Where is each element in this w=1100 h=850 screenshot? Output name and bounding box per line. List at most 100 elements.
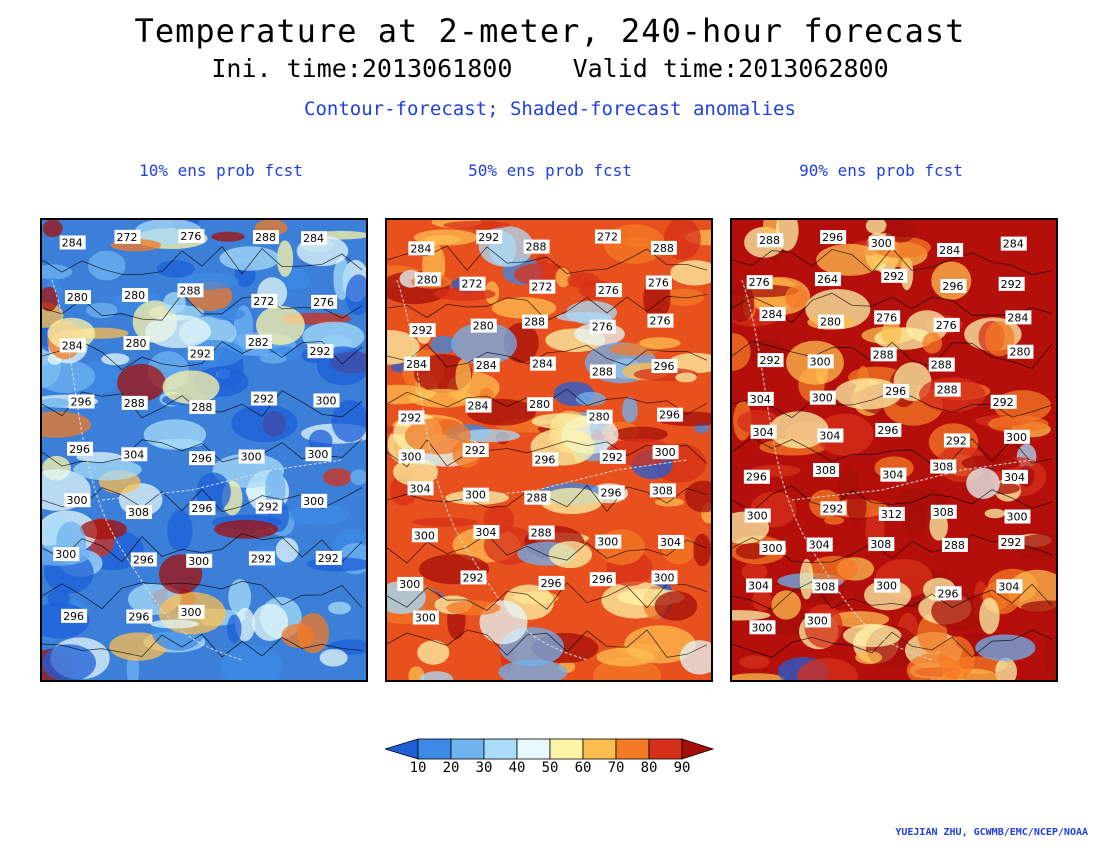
contour-label: 288 xyxy=(523,239,550,254)
anomaly-shading xyxy=(42,286,58,312)
svg-text:288: 288 xyxy=(937,384,958,397)
contour-label: 282 xyxy=(245,334,272,349)
anomaly-shading xyxy=(350,469,366,485)
colorbar-tick-label: 10 xyxy=(409,760,427,776)
anomaly-shading xyxy=(156,260,195,278)
svg-text:288: 288 xyxy=(531,527,552,540)
anomaly-shading xyxy=(433,287,496,301)
svg-text:276: 276 xyxy=(936,319,957,332)
contour-label: 284 xyxy=(473,358,500,373)
anomaly-shading xyxy=(219,246,280,271)
anomaly-shading xyxy=(446,600,501,616)
temperature-contour xyxy=(42,533,363,563)
contour-label: 292 xyxy=(409,323,436,338)
contour-label: 288 xyxy=(941,537,968,552)
svg-text:296: 296 xyxy=(938,587,959,600)
time-subtitle: Ini. time:2013061800 Valid time:20130628… xyxy=(211,54,889,83)
svg-text:296: 296 xyxy=(877,424,898,437)
anomaly-shading xyxy=(1043,636,1056,679)
temperature-contour xyxy=(732,629,1053,658)
temperature-contour xyxy=(732,340,1053,370)
svg-text:296: 296 xyxy=(133,553,154,566)
svg-text:300: 300 xyxy=(810,355,831,368)
contour-label: 300 xyxy=(809,390,836,405)
anomaly-shading xyxy=(684,480,711,513)
svg-text:280: 280 xyxy=(473,320,494,333)
svg-text:292: 292 xyxy=(883,270,904,283)
contour-label: 292 xyxy=(315,550,342,565)
contour-label: 288 xyxy=(650,240,677,255)
svg-text:300: 300 xyxy=(465,489,486,502)
anomaly-shading xyxy=(411,517,478,527)
contour-label: 300 xyxy=(595,534,622,549)
svg-text:308: 308 xyxy=(932,461,953,474)
contour-label: 304 xyxy=(996,579,1023,594)
contour-label: 288 xyxy=(589,364,616,379)
contour-label: 292 xyxy=(990,394,1017,409)
anomaly-shading xyxy=(829,611,890,628)
anomaly-shading xyxy=(531,413,592,429)
temperature-contour xyxy=(42,633,363,658)
anomaly-shading xyxy=(456,429,521,443)
contour-label: 288 xyxy=(121,395,148,410)
author-credit: YUEJIAN ZHU, GCWMB/EMC/NCEP/NOAA xyxy=(895,827,1088,838)
anomaly-shading xyxy=(408,666,425,680)
anomaly-shading xyxy=(163,292,186,314)
svg-text:284: 284 xyxy=(939,244,960,257)
contour-label: 284 xyxy=(759,307,786,322)
anomaly-shading xyxy=(961,455,1020,472)
colorbar-segment xyxy=(417,738,452,760)
anomaly-shading xyxy=(417,640,450,665)
anomaly-shading xyxy=(259,353,287,364)
contour-label: 292 xyxy=(255,499,282,514)
contour-label: 276 xyxy=(178,229,205,244)
contour-label: 304 xyxy=(407,481,434,496)
anomaly-shading xyxy=(966,467,1000,499)
svg-text:300: 300 xyxy=(399,578,420,591)
anomaly-shading xyxy=(153,438,204,449)
anomaly-shading xyxy=(901,501,927,538)
svg-text:296: 296 xyxy=(128,610,149,623)
anomaly-shading xyxy=(276,240,294,277)
svg-text:308: 308 xyxy=(933,506,954,519)
svg-text:312: 312 xyxy=(881,508,902,521)
contour-label: 300 xyxy=(868,236,895,251)
anomaly-shading xyxy=(117,363,166,402)
anomaly-shading xyxy=(741,562,768,582)
svg-text:284: 284 xyxy=(1007,311,1028,324)
svg-text:288: 288 xyxy=(124,397,145,410)
contour-label: 284 xyxy=(530,356,557,371)
svg-text:292: 292 xyxy=(462,571,483,584)
svg-text:308: 308 xyxy=(128,506,149,519)
map-panel-90pct: 288 296 300 284 284 276 264 292 296 292 284 280 276 2… xyxy=(730,218,1058,682)
contour-label: 296 xyxy=(743,469,770,484)
contour-label: 284 xyxy=(465,398,492,413)
svg-text:300: 300 xyxy=(871,237,892,250)
svg-text:272: 272 xyxy=(597,231,618,244)
anomaly-shading xyxy=(101,353,130,366)
anomaly-shading xyxy=(212,453,285,488)
contour-label: 288 xyxy=(757,233,784,248)
colorbar-tick-label: 40 xyxy=(508,760,526,776)
svg-text:296: 296 xyxy=(69,443,90,456)
anomaly-shading xyxy=(345,274,366,316)
contour-label: 284 xyxy=(937,242,964,257)
contour-label: 304 xyxy=(750,424,777,439)
anomaly-shading xyxy=(275,537,299,563)
anomaly-shading xyxy=(86,302,118,318)
contour-label: 272 xyxy=(251,293,278,308)
svg-text:288: 288 xyxy=(931,359,952,372)
anomaly-map: 284 272 276 288 284 280 280 288 272 276 284 280 292 2… xyxy=(42,220,366,680)
anomaly-shading xyxy=(675,372,697,383)
contour-label: 288 xyxy=(177,283,204,298)
svg-text:284: 284 xyxy=(303,232,324,245)
contour-label: 276 xyxy=(595,283,622,297)
svg-text:288: 288 xyxy=(179,284,200,297)
anomaly-shading xyxy=(109,632,168,661)
svg-text:280: 280 xyxy=(529,398,550,411)
svg-text:300: 300 xyxy=(807,614,828,627)
anomaly-shading xyxy=(797,658,858,680)
contour-label: 304 xyxy=(473,525,500,540)
svg-text:296: 296 xyxy=(191,452,212,465)
anomaly-shading xyxy=(679,640,711,675)
